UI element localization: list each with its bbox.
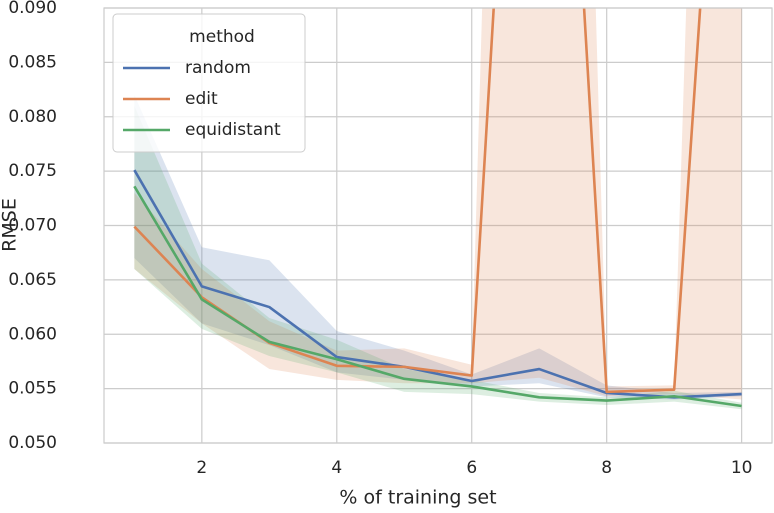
- legend-label: random: [185, 58, 251, 78]
- legend-box: [112, 13, 306, 153]
- y-tick-label: 0.050: [8, 433, 57, 453]
- y-tick-label: 0.055: [8, 379, 57, 399]
- legend-title: method: [189, 27, 255, 47]
- x-tick-label: 4: [331, 458, 342, 478]
- legend-label: equidistant: [185, 120, 281, 140]
- legend-label: edit: [185, 89, 218, 109]
- y-tick-label: 0.085: [8, 52, 57, 72]
- x-tick-label: 10: [731, 458, 753, 478]
- legend: method random edit equidistant: [112, 13, 306, 153]
- y-tick-label: 0.080: [8, 107, 57, 127]
- x-tick-label: 2: [196, 458, 207, 478]
- y-axis-label: RMSE: [0, 198, 21, 252]
- series-line: [133, 169, 742, 399]
- lines: [133, 8, 742, 408]
- y-tick-label: 0.060: [8, 324, 57, 344]
- y-tick-label: 0.075: [8, 161, 57, 181]
- x-tick-label: 8: [601, 458, 612, 478]
- y-tick-label: 0.065: [8, 270, 57, 290]
- y-tick-label: 0.070: [8, 216, 57, 236]
- confidence-band: [134, 95, 742, 400]
- plot-frame: [103, 7, 773, 444]
- ticks: 0.050 0.055 0.060 0.065 0.070 0.075 0.080 0.085…: [8, 0, 752, 478]
- series-line: [133, 185, 742, 408]
- confidence-band: [134, 105, 742, 410]
- x-tick-label: 6: [466, 458, 477, 478]
- x-axis-label: % of training set: [339, 487, 496, 509]
- y-tick-label: 0.090: [8, 0, 57, 18]
